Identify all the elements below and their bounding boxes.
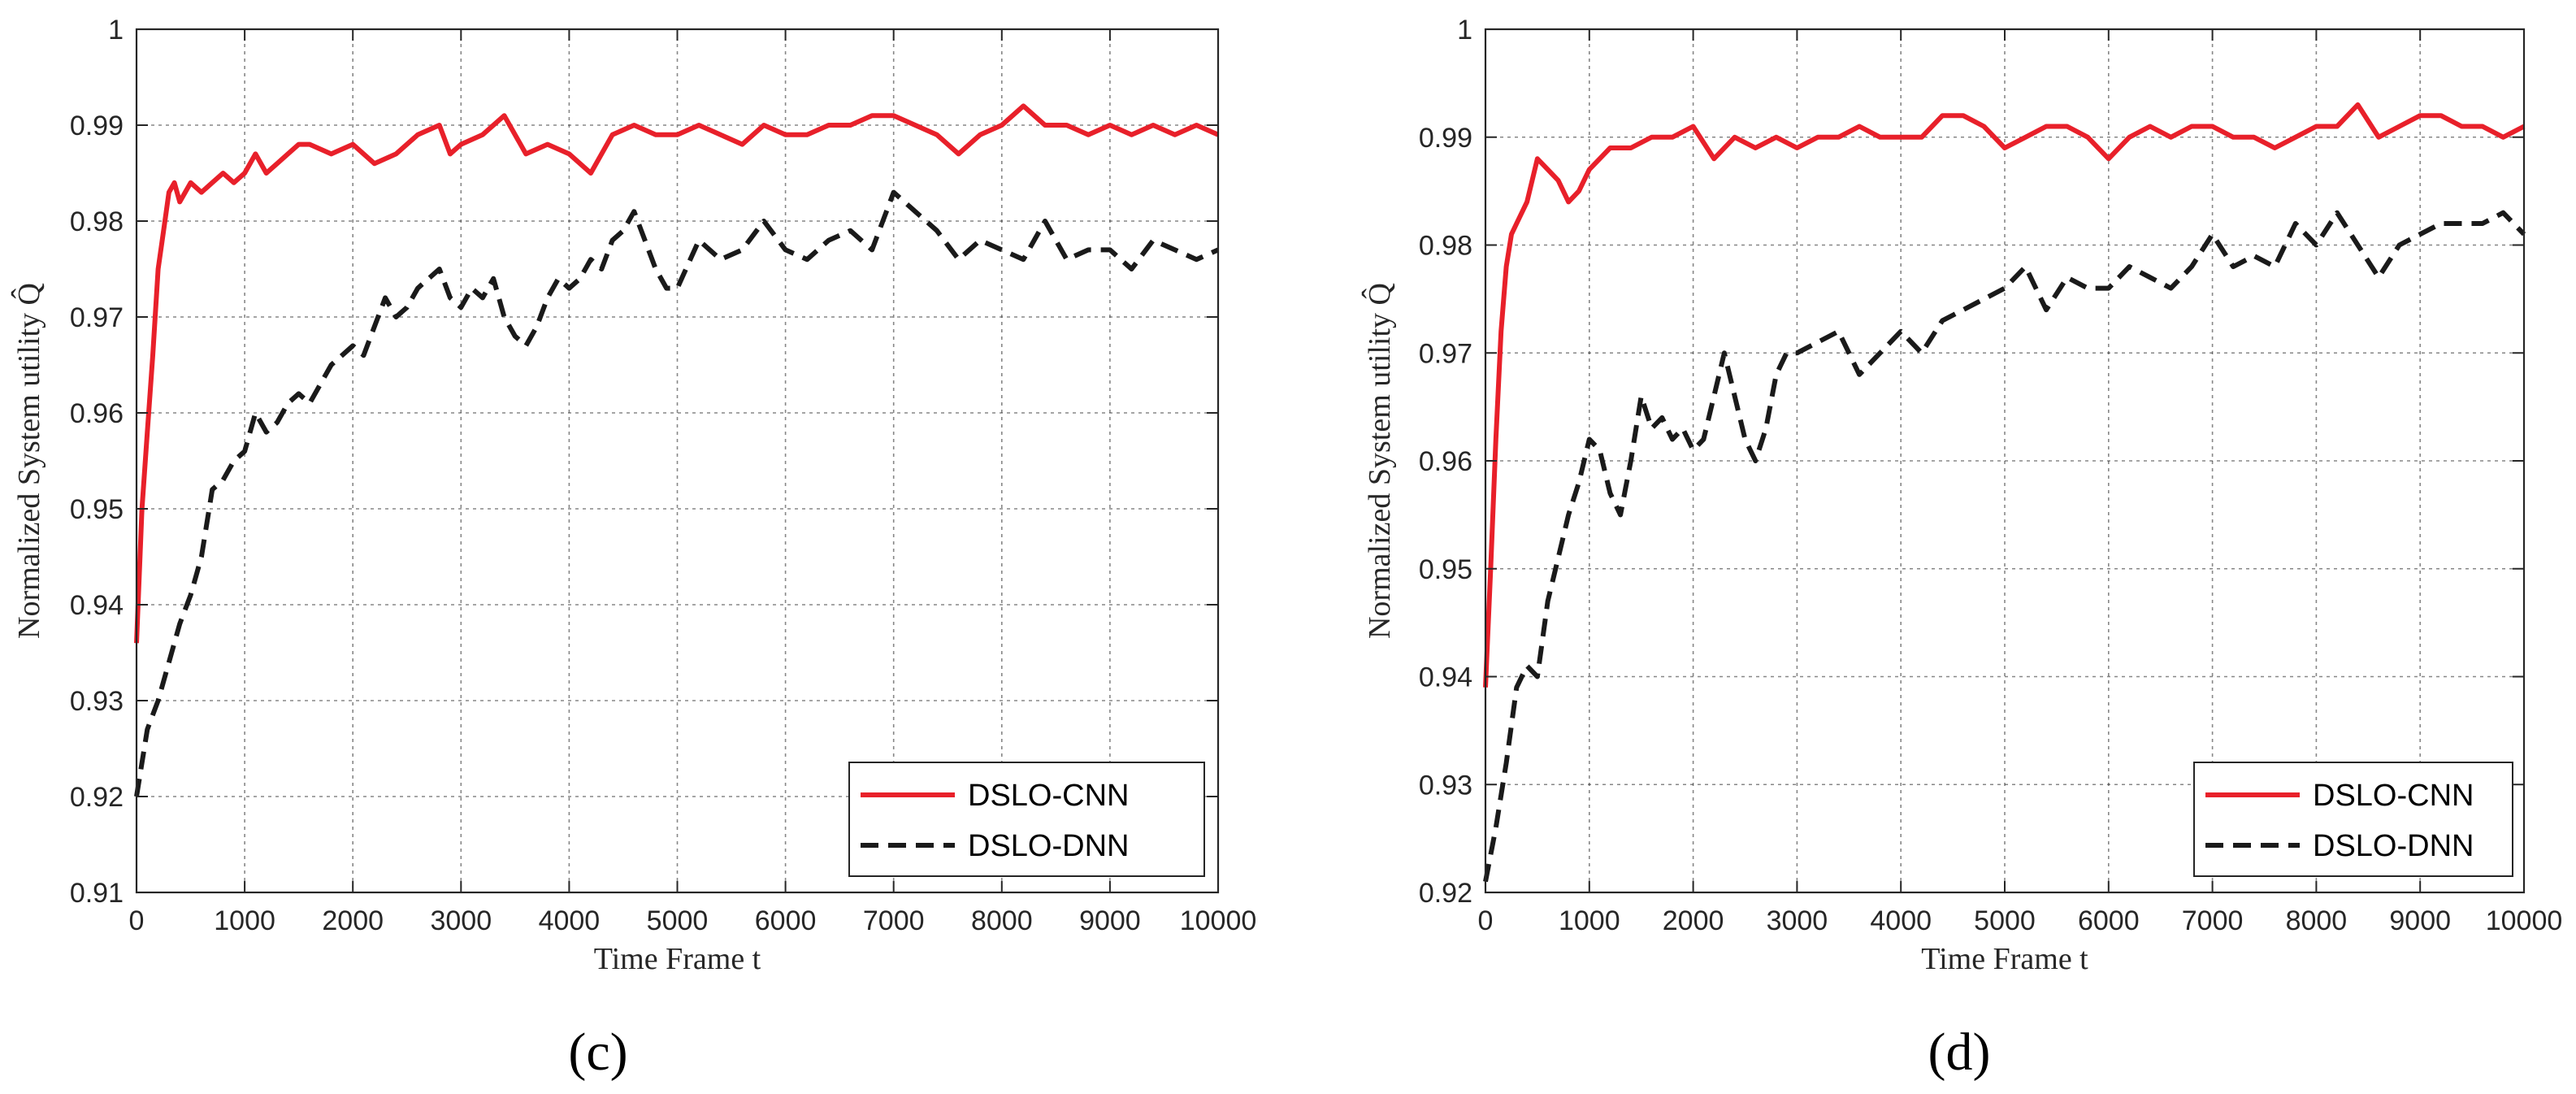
- x-tick-label: 10000: [2486, 905, 2563, 936]
- panel-d: 0 1000 2000 3000 4000 5000 6000 7000 8000 9000 100…: [1361, 15, 2562, 1082]
- y-tick-label: 0.97: [70, 302, 124, 333]
- y-tick-label: 0.93: [70, 686, 124, 717]
- panel-label: (c): [568, 1022, 627, 1082]
- series-line-dslo-cnn: [134, 103, 1220, 644]
- panel-label: (d): [1928, 1022, 1991, 1082]
- y-axis-label: Normalized System utility Q̂: [1361, 283, 1397, 639]
- legend-label-dslo-cnn: DSLO-CNN: [968, 779, 1129, 813]
- legend: DSLO-CNN DSLO-DNN: [2193, 762, 2513, 877]
- x-tick-label: 2000: [322, 905, 384, 936]
- x-tick-label: 9000: [1079, 905, 1141, 936]
- y-tick-label: 0.95: [70, 494, 124, 525]
- y-tick-label: 0.95: [1419, 554, 1472, 585]
- y-tick-label: 0.98: [1419, 231, 1472, 262]
- y-tick-label: 0.99: [1419, 123, 1472, 154]
- legend-label-dslo-cnn: DSLO-CNN: [2313, 779, 2474, 813]
- x-tick-label: 4000: [539, 905, 601, 936]
- y-tick-label: 0.97: [1419, 338, 1472, 369]
- y-tick-label: 0.99: [70, 111, 124, 141]
- x-tick-label: 6000: [2078, 905, 2140, 936]
- x-tick-label: 1000: [214, 905, 275, 936]
- series-line-dslo-dnn: [134, 189, 1220, 797]
- series-line-dslo-cnn: [1483, 102, 2526, 688]
- legend: DSLO-CNN DSLO-DNN: [848, 762, 1205, 877]
- x-tick-label: 6000: [755, 905, 817, 936]
- y-tick-label: 0.96: [70, 398, 124, 429]
- series-line-dslo-dnn: [1483, 210, 2526, 883]
- x-tick-label: 2000: [1663, 905, 1724, 936]
- x-tick-label: 5000: [647, 905, 709, 936]
- x-tick-label: 4000: [1870, 905, 1932, 936]
- x-tick-label: 7000: [2182, 905, 2244, 936]
- y-tick-label: 1: [1457, 15, 1472, 46]
- panel-c: 0 1000 2000 3000 4000 5000 6000 7000 8000 9000 100…: [11, 15, 1256, 1082]
- x-tick-label: 3000: [1767, 905, 1828, 936]
- x-tick-label: 10000: [1180, 905, 1257, 936]
- x-tick-label: 0: [129, 905, 145, 936]
- x-tick-label: 0: [1478, 905, 1494, 936]
- legend-box: [848, 762, 1205, 877]
- x-tick-label: 5000: [1974, 905, 2036, 936]
- y-tick-label: 0.91: [70, 878, 124, 909]
- y-tick-label: 0.92: [1419, 878, 1472, 909]
- x-tick-label: 3000: [430, 905, 492, 936]
- y-axis-label: Normalized System utility Q̂: [11, 283, 46, 639]
- y-tick-label: 0.93: [1419, 770, 1472, 801]
- x-axis-label: Time Frame t: [594, 942, 761, 976]
- legend-label-dslo-dnn: DSLO-DNN: [968, 829, 1129, 863]
- y-tick-label: 0.94: [1419, 662, 1472, 693]
- y-tick-label: 0.98: [70, 206, 124, 237]
- y-tick-label: 0.94: [70, 590, 124, 621]
- x-tick-label: 1000: [1559, 905, 1620, 936]
- x-tick-label: 8000: [2286, 905, 2348, 936]
- y-tick-label: 0.96: [1419, 446, 1472, 477]
- x-tick-label: 7000: [863, 905, 925, 936]
- y-tick-label: 0.92: [70, 782, 124, 813]
- x-tick-label: 8000: [971, 905, 1033, 936]
- y-tick-label: 1: [108, 15, 124, 46]
- x-tick-label: 9000: [2389, 905, 2451, 936]
- legend-label-dslo-dnn: DSLO-DNN: [2313, 829, 2474, 863]
- legend-box: [2193, 762, 2513, 877]
- x-axis-label: Time Frame t: [1921, 942, 2088, 976]
